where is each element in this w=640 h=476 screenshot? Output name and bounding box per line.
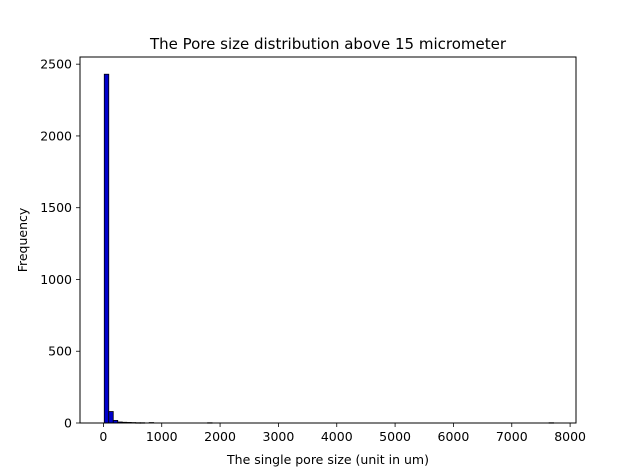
x-tick-label: 5000: [379, 429, 411, 444]
x-tick-label: 7000: [496, 429, 528, 444]
y-tick-label: 0: [64, 416, 72, 431]
x-axis: 0 1000 2000 3000 4000 5000 6000 7000 8000: [99, 423, 586, 444]
chart-title: The Pore size distribution above 15 micr…: [149, 35, 507, 53]
y-tick-label: 500: [48, 344, 72, 359]
x-tick-label: 4000: [321, 429, 353, 444]
x-tick-label: 2000: [204, 429, 236, 444]
y-tick-label: 1000: [40, 272, 72, 287]
y-tick-label: 1500: [40, 200, 72, 215]
x-tick-label: 0: [99, 429, 107, 444]
x-axis-label: The single pore size (unit in um): [226, 452, 429, 467]
bars-group: [103, 73, 554, 424]
y-tick-label: 2500: [40, 57, 72, 72]
plot-frame: [79, 56, 577, 424]
x-tick-label: 6000: [438, 429, 470, 444]
y-axis: 0 500 1000 1500 2000 2500: [40, 57, 80, 431]
x-tick-label: 8000: [554, 429, 586, 444]
y-axis-label: Frequency: [15, 207, 30, 272]
y-tick-label: 2000: [40, 128, 72, 143]
x-tick-label: 3000: [263, 429, 295, 444]
x-tick-label: 1000: [146, 429, 178, 444]
histogram-bar-1: [108, 411, 114, 424]
histogram-bar-0: [103, 73, 110, 424]
